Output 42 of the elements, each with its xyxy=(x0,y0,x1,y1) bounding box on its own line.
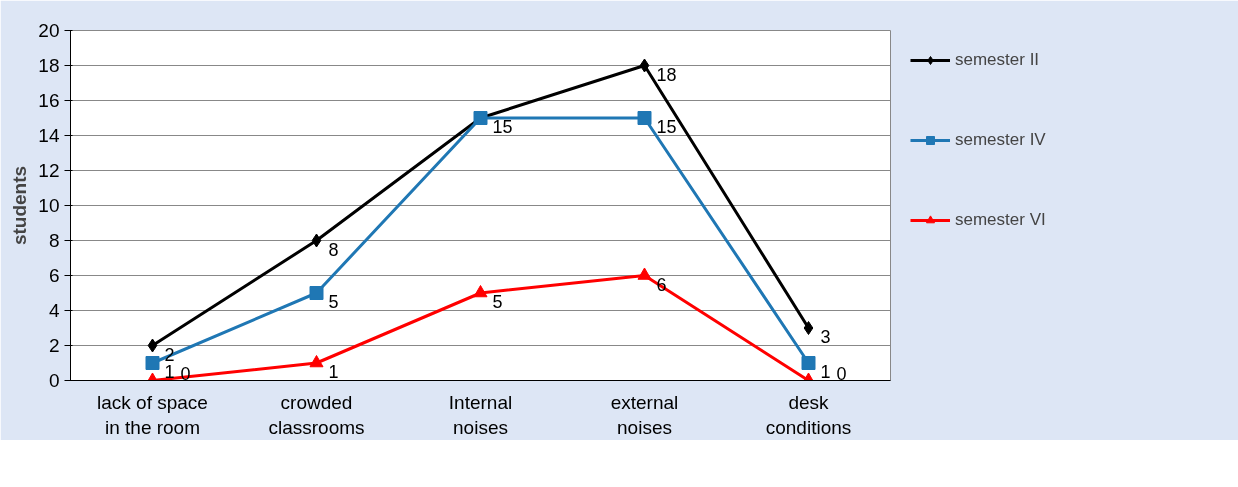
legend-label: semester II xyxy=(955,50,1041,70)
point xyxy=(637,267,652,280)
data-label: 5 xyxy=(492,292,503,312)
data-label: 0 xyxy=(836,363,847,384)
y-tick-label: 16 xyxy=(38,90,60,111)
x-tick-label: lack of space in the room xyxy=(97,391,208,438)
y-tick-label: 20 xyxy=(38,20,60,41)
point xyxy=(309,354,324,368)
point xyxy=(311,233,322,248)
data-label: 18 xyxy=(656,64,677,85)
point xyxy=(803,321,814,335)
data-label: 8 xyxy=(328,239,339,260)
x-tick-label: Internal noises xyxy=(448,391,513,438)
y-tick-label: 4 xyxy=(48,300,60,321)
point xyxy=(473,284,488,298)
x-tick-label: external noises xyxy=(610,391,679,438)
point xyxy=(639,58,650,73)
data-label: 15 xyxy=(656,117,677,137)
data-label: 15 xyxy=(492,117,513,137)
point xyxy=(309,286,324,300)
data-label: 1 xyxy=(328,362,339,382)
point xyxy=(145,356,160,370)
y-tick-label: 10 xyxy=(38,195,60,216)
y-tick-label: 8 xyxy=(48,230,60,251)
y-tick-label: 18 xyxy=(38,55,60,76)
x-tick-label: crowded classrooms xyxy=(268,391,365,438)
legend-label: semester VI xyxy=(955,210,1047,230)
y-tick-label: 12 xyxy=(38,160,60,181)
y-axis-title: students xyxy=(9,165,31,246)
point xyxy=(801,356,816,370)
x-tick-label: desk conditions xyxy=(765,391,852,438)
legend-label: semester IV xyxy=(955,130,1047,150)
point xyxy=(637,111,652,125)
y-tick-label: 2 xyxy=(48,335,60,356)
y-tick-label: 0 xyxy=(48,370,60,391)
data-label: 5 xyxy=(328,292,339,312)
data-label: 3 xyxy=(820,327,831,347)
data-label: 1 xyxy=(820,362,831,382)
data-label: 1 xyxy=(164,362,175,382)
point xyxy=(147,338,158,353)
y-tick-label: 14 xyxy=(38,125,60,146)
y-tick-label: 6 xyxy=(48,265,60,286)
